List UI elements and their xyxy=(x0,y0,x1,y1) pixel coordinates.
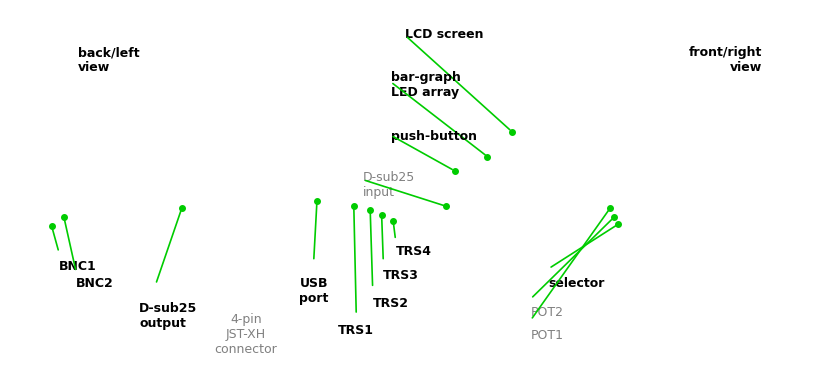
Text: TRS4: TRS4 xyxy=(396,245,432,258)
Text: back/left
view: back/left view xyxy=(78,46,139,74)
Text: D-sub25
input: D-sub25 input xyxy=(363,171,415,199)
Text: BNC2: BNC2 xyxy=(76,277,114,291)
Text: D-sub25
output: D-sub25 output xyxy=(139,302,197,330)
Text: TRS2: TRS2 xyxy=(373,297,409,310)
Text: POT1: POT1 xyxy=(531,329,563,342)
Text: bar-graph
LED array: bar-graph LED array xyxy=(391,71,460,99)
Text: USB
port: USB port xyxy=(299,277,328,306)
Text: TRS3: TRS3 xyxy=(383,269,419,281)
Text: POT2: POT2 xyxy=(531,306,563,319)
Text: BNC1: BNC1 xyxy=(59,260,97,273)
Text: TRS1: TRS1 xyxy=(338,324,374,337)
Text: selector: selector xyxy=(549,277,605,291)
Text: 4-pin
JST-XH
connector: 4-pin JST-XH connector xyxy=(215,313,277,356)
Text: LCD screen: LCD screen xyxy=(405,28,484,42)
Text: front/right
view: front/right view xyxy=(688,46,762,74)
Text: push-button: push-button xyxy=(391,130,477,143)
